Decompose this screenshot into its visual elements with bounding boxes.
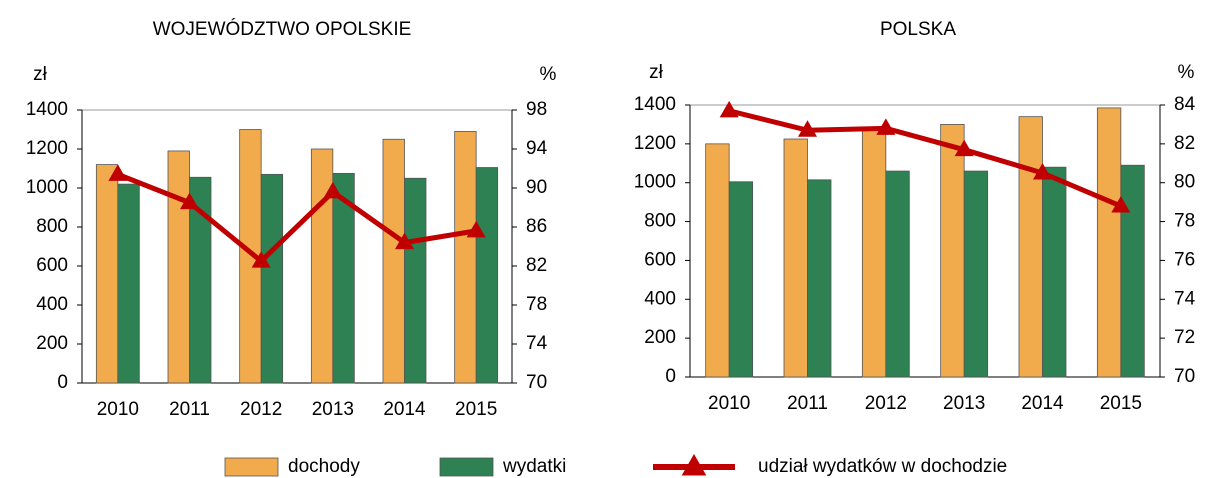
y2-tick-label: 78 <box>526 294 547 315</box>
chart-title: WOJEWÓDZTWO OPOLSKIE <box>153 18 412 40</box>
line-marker <box>466 220 486 238</box>
y2-tick-label: 72 <box>1174 327 1195 348</box>
legend-label: wydatki <box>502 456 566 477</box>
line-marker <box>108 164 128 181</box>
y2-tick-label: 76 <box>1174 249 1195 270</box>
bar <box>189 176 212 384</box>
y-tick-label: 400 <box>36 294 68 315</box>
x-tick-label: 2015 <box>455 399 497 420</box>
line-marker <box>180 192 199 210</box>
y-tick-label: 600 <box>644 249 676 270</box>
bar <box>1042 166 1067 378</box>
x-tick-label: 2014 <box>1021 393 1064 414</box>
legend-label: udział wydatków w dochodzie <box>758 456 1007 477</box>
y2-tick-label: 94 <box>526 138 548 159</box>
bar <box>728 181 754 378</box>
bar <box>332 172 355 384</box>
y-tick-label: 1200 <box>26 138 68 159</box>
y-tick-label: 0 <box>57 372 68 393</box>
legend-swatch <box>439 457 494 477</box>
bar <box>260 173 284 384</box>
x-tick-label: 2010 <box>97 399 139 420</box>
x-tick-label: 2010 <box>708 393 750 414</box>
y-tick-label: 800 <box>644 211 676 232</box>
bar <box>861 129 887 378</box>
x-tick-label: 2011 <box>169 399 210 420</box>
y2-tick-label: 82 <box>1174 133 1195 154</box>
y2-tick-label: 98 <box>526 99 547 120</box>
y2-tick-label: 80 <box>1174 172 1195 193</box>
y-tick-label: 800 <box>36 216 68 237</box>
x-tick-label: 2015 <box>1100 393 1142 414</box>
line-series <box>116 172 477 264</box>
y2-axis-label: % <box>1178 62 1195 83</box>
y-axis-label: zł <box>649 62 664 83</box>
bar <box>95 164 119 384</box>
bar <box>1120 164 1145 378</box>
x-tick-label: 2012 <box>240 399 282 420</box>
bar <box>310 148 334 384</box>
bar <box>807 179 832 378</box>
y2-axis-label: % <box>540 64 557 85</box>
y-tick-label: 1000 <box>26 177 68 198</box>
bar <box>940 124 965 378</box>
bar <box>167 150 190 384</box>
y-axis-label: zł <box>33 64 48 85</box>
y2-tick-label: 70 <box>1174 366 1195 387</box>
line-series <box>728 108 1122 209</box>
y2-tick-label: 78 <box>1174 211 1195 232</box>
line-marker <box>1033 163 1052 180</box>
line-marker <box>719 100 739 118</box>
y2-tick-label: 90 <box>526 177 547 198</box>
bar <box>475 167 499 384</box>
legend-label: dochody <box>288 456 360 477</box>
y2-tick-label: 74 <box>526 333 548 354</box>
plot-area <box>81 109 513 384</box>
y2-tick-label: 82 <box>526 255 547 276</box>
bar <box>117 183 140 384</box>
x-tick-label: 2013 <box>943 393 985 414</box>
line-marker <box>954 139 974 157</box>
line-marker <box>1111 196 1131 213</box>
y-tick-label: 200 <box>644 327 676 348</box>
y-tick-label: 400 <box>644 288 676 309</box>
y-tick-label: 1200 <box>634 133 676 154</box>
bar <box>885 170 910 378</box>
bar <box>382 138 405 384</box>
line-marker <box>395 232 414 250</box>
bar <box>783 138 808 378</box>
y2-tick-label: 86 <box>526 216 547 237</box>
y-tick-label: 600 <box>36 255 68 276</box>
y2-tick-label: 74 <box>1174 288 1196 309</box>
bar <box>1018 116 1043 378</box>
bar <box>705 143 730 378</box>
line-marker <box>251 251 271 268</box>
y-tick-label: 1400 <box>26 99 68 120</box>
line-marker <box>798 120 817 137</box>
plot-area <box>689 104 1161 378</box>
y-tick-label: 1400 <box>634 94 676 115</box>
y2-tick-label: 70 <box>526 372 547 393</box>
line-marker <box>323 181 343 199</box>
chart-title: POLSKA <box>880 19 956 40</box>
y-tick-label: 1000 <box>634 172 676 193</box>
bar <box>404 177 427 384</box>
y-tick-label: 0 <box>665 366 676 387</box>
bar <box>454 131 477 384</box>
line-marker <box>876 118 896 135</box>
x-tick-label: 2011 <box>787 393 828 414</box>
legend-marker <box>681 454 707 476</box>
y2-tick-label: 84 <box>1174 94 1196 115</box>
bar <box>963 170 989 378</box>
legend-swatch <box>224 457 279 477</box>
x-tick-label: 2013 <box>312 399 354 420</box>
x-tick-label: 2012 <box>865 393 907 414</box>
x-tick-label: 2014 <box>383 399 426 420</box>
y-tick-label: 200 <box>36 333 68 354</box>
bar <box>1096 107 1122 378</box>
